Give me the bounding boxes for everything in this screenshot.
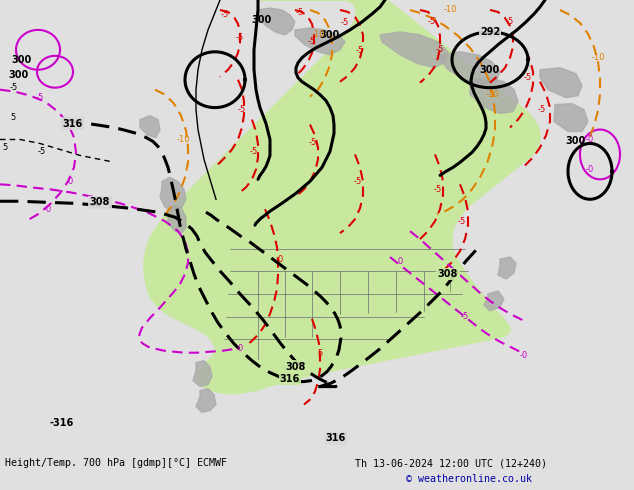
Text: 316: 316	[280, 373, 300, 384]
Text: 5: 5	[318, 349, 323, 358]
Text: 292: 292	[480, 27, 500, 37]
Text: -0: -0	[520, 351, 528, 360]
Text: 308: 308	[90, 197, 110, 207]
Text: Th 13-06-2024 12:00 UTC (12+240): Th 13-06-2024 12:00 UTC (12+240)	[355, 458, 547, 468]
Text: -316: -316	[50, 418, 74, 428]
Polygon shape	[498, 257, 516, 279]
Text: -5: -5	[458, 217, 466, 226]
Text: -5: -5	[461, 312, 469, 321]
Text: -5: -5	[434, 185, 442, 194]
Text: -5: -5	[36, 93, 44, 102]
Text: 300: 300	[252, 15, 272, 25]
Text: -10: -10	[485, 90, 499, 99]
Polygon shape	[196, 389, 216, 413]
Text: -5: -5	[308, 37, 316, 47]
Text: 300: 300	[565, 137, 585, 147]
Text: 316: 316	[326, 433, 346, 443]
Polygon shape	[440, 52, 500, 85]
Text: -5: -5	[524, 73, 532, 82]
Text: -5: -5	[250, 147, 258, 156]
Text: -5: -5	[538, 105, 546, 114]
Text: 308: 308	[438, 269, 458, 279]
Polygon shape	[554, 103, 588, 131]
Text: -5: -5	[341, 19, 349, 27]
Polygon shape	[160, 177, 186, 211]
Text: 0: 0	[67, 177, 73, 186]
Polygon shape	[295, 28, 345, 55]
Polygon shape	[144, 0, 540, 393]
Text: -5: -5	[296, 8, 304, 18]
Text: Height/Temp. 700 hPa [gdmp][°C] ECMWF: Height/Temp. 700 hPa [gdmp][°C] ECMWF	[5, 458, 227, 468]
Text: 300: 300	[480, 65, 500, 75]
Text: -5: -5	[10, 83, 18, 92]
Text: 0: 0	[278, 254, 283, 264]
Text: 300: 300	[320, 30, 340, 40]
Text: -5: -5	[238, 105, 246, 114]
Text: -10: -10	[443, 5, 456, 15]
Polygon shape	[193, 361, 212, 387]
Polygon shape	[168, 205, 186, 233]
Text: 5: 5	[3, 143, 8, 152]
Text: -5: -5	[38, 147, 46, 156]
Text: -5: -5	[436, 45, 444, 54]
Text: -0: -0	[586, 165, 594, 174]
Text: -0: -0	[44, 205, 52, 214]
Text: -0: -0	[586, 135, 594, 144]
Text: -5: -5	[428, 18, 436, 26]
Text: -10: -10	[592, 53, 605, 62]
Text: -10: -10	[176, 135, 190, 144]
Text: 316: 316	[62, 119, 82, 128]
Polygon shape	[484, 291, 504, 311]
Text: -5: -5	[356, 47, 364, 55]
Text: -5: -5	[309, 138, 317, 147]
Polygon shape	[540, 68, 582, 98]
Text: 0: 0	[398, 257, 403, 266]
Text: 5: 5	[10, 113, 15, 122]
Text: -5: -5	[354, 177, 362, 186]
Text: -10: -10	[311, 30, 325, 39]
Text: -0: -0	[236, 344, 244, 353]
Text: 300: 300	[12, 55, 32, 65]
Text: -5: -5	[236, 33, 244, 42]
Text: 308: 308	[286, 362, 306, 371]
Text: -5: -5	[221, 10, 229, 20]
Polygon shape	[140, 116, 160, 138]
Polygon shape	[258, 8, 295, 35]
Text: -5: -5	[506, 18, 514, 26]
Polygon shape	[380, 32, 448, 68]
Text: 300: 300	[8, 70, 29, 80]
Text: © weatheronline.co.uk: © weatheronline.co.uk	[406, 474, 532, 484]
Polygon shape	[470, 78, 518, 114]
